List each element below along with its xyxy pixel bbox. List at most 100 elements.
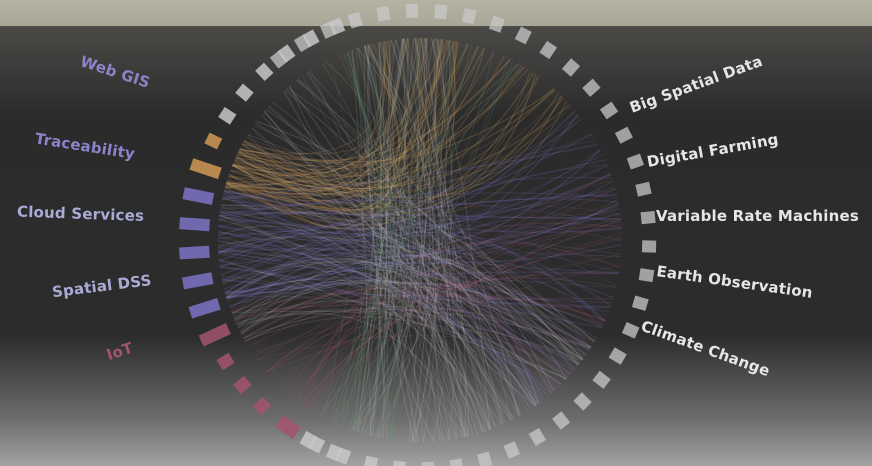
chord-ribbon <box>375 38 409 441</box>
chord-ribbon <box>266 172 611 373</box>
chord-ribbon <box>314 180 614 413</box>
chord-ribbon <box>225 113 578 294</box>
chord-ribbon <box>219 214 485 432</box>
chord-ribbon <box>363 45 466 438</box>
chord-ribbon <box>283 90 537 407</box>
chord-ribbon <box>217 164 608 247</box>
chord-ribbon <box>239 250 581 364</box>
chord-ribbon <box>369 37 423 436</box>
chord-ribbon <box>392 38 483 433</box>
ring-segment <box>461 7 477 25</box>
chord-ribbon <box>228 41 458 183</box>
chord-ribbon <box>359 42 415 434</box>
chord-ribbon <box>243 39 443 177</box>
ring-segment <box>255 62 274 82</box>
ring-segment <box>421 461 435 466</box>
chord-ribbon <box>224 258 572 375</box>
chord-ribbon <box>266 323 581 373</box>
chord-ribbon <box>223 163 608 242</box>
chord-ribbon <box>219 192 618 214</box>
label-digital-farming: Digital Farming <box>646 130 780 171</box>
ring-segment <box>189 158 222 180</box>
ring-segment <box>614 126 633 144</box>
chord-ribbon <box>232 164 506 424</box>
chord-ribbon <box>221 278 611 308</box>
ring-segment <box>347 11 364 29</box>
chord-ribbon <box>385 38 415 443</box>
chord-ribbon <box>225 40 456 210</box>
ring-segment <box>252 396 272 416</box>
chord-ribbon <box>243 56 505 190</box>
ring-segment <box>325 443 343 462</box>
chord-ribbon <box>300 219 622 404</box>
chord-ribbon <box>224 186 574 372</box>
chord-ribbon <box>420 37 463 438</box>
chord-ribbon <box>232 51 495 193</box>
chord-ribbon <box>263 110 584 360</box>
chord-ribbon <box>233 294 606 322</box>
chord-ribbon <box>217 225 492 430</box>
chord-ribbon <box>360 38 406 434</box>
chord-ribbon <box>226 69 529 198</box>
chord-ribbon <box>218 149 601 242</box>
chord-ribbon <box>221 159 606 281</box>
chord-ribbon <box>353 38 453 432</box>
chord-ribbon <box>303 220 622 406</box>
chord-ribbon <box>368 38 415 436</box>
chord-ribbon <box>354 39 397 432</box>
chord-ribbon <box>235 40 456 197</box>
chord-ribbon <box>309 200 619 410</box>
ring-segment <box>198 323 231 347</box>
chord-ribbon <box>290 277 617 396</box>
chord-ribbon <box>265 108 540 404</box>
chord-ribbon <box>243 308 570 377</box>
ring-segment <box>638 268 655 283</box>
chord-ribbon <box>297 78 521 416</box>
chord-ribbon <box>218 245 549 397</box>
chord-ribbon <box>305 226 622 408</box>
chord-ribbon <box>417 38 513 421</box>
chord-ribbon <box>306 71 536 407</box>
chord-ribbon <box>286 87 504 425</box>
chord-ribbon <box>218 249 502 426</box>
chord-ribbon <box>241 101 568 215</box>
chord-ribbon <box>235 157 595 343</box>
chord-ribbon <box>247 134 592 348</box>
chord-ribbon <box>228 174 612 307</box>
chord-ribbon <box>244 316 567 380</box>
chord-ribbon <box>224 40 451 189</box>
chord-ribbon <box>288 85 479 434</box>
chord-ribbon <box>253 124 579 367</box>
chord-ribbon <box>433 38 490 430</box>
chord-ribbon <box>219 215 620 274</box>
chord-ribbon <box>350 38 427 431</box>
chord-ribbon <box>217 202 619 258</box>
chord-ribbon <box>220 118 582 207</box>
chord-ribbon <box>234 95 562 212</box>
chord-ribbon <box>222 261 583 361</box>
chord-ribbon <box>220 235 537 406</box>
chord-ribbon <box>218 188 616 235</box>
chord-ribbon <box>222 261 592 348</box>
chord-ribbon <box>228 74 537 217</box>
chord-ribbon <box>242 141 469 437</box>
chord-ribbon <box>238 97 564 187</box>
chord-ribbon <box>234 279 587 355</box>
chord-ribbon <box>219 261 557 390</box>
chord-ribbon <box>218 210 543 402</box>
chord-ribbon <box>306 187 616 408</box>
chord-ribbon <box>330 58 368 424</box>
ring-segment <box>181 272 214 290</box>
chord-ribbon <box>239 66 525 164</box>
ring-segment <box>514 26 532 45</box>
chord-ribbon <box>338 54 406 429</box>
chord-ribbon <box>220 207 579 366</box>
chord-ribbon <box>233 41 391 167</box>
ring-segment <box>269 50 288 69</box>
chord-ribbon <box>223 191 552 394</box>
chord-ribbon <box>268 105 538 405</box>
chord-ribbon <box>224 72 535 195</box>
ring-segment <box>528 427 547 446</box>
chord-ribbon <box>407 38 503 425</box>
